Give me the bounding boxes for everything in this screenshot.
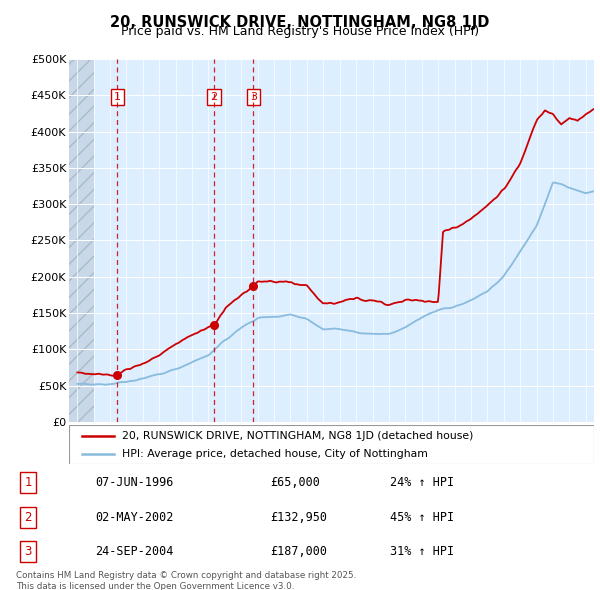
Text: 3: 3 (250, 92, 257, 102)
Text: 2: 2 (24, 511, 32, 524)
Text: £187,000: £187,000 (270, 545, 327, 558)
Text: 20, RUNSWICK DRIVE, NOTTINGHAM, NG8 1JD: 20, RUNSWICK DRIVE, NOTTINGHAM, NG8 1JD (110, 15, 490, 30)
Text: 20, RUNSWICK DRIVE, NOTTINGHAM, NG8 1JD (detached house): 20, RUNSWICK DRIVE, NOTTINGHAM, NG8 1JD … (121, 431, 473, 441)
Text: 1: 1 (114, 92, 121, 102)
Text: HPI: Average price, detached house, City of Nottingham: HPI: Average price, detached house, City… (121, 449, 427, 459)
Text: 07-JUN-1996: 07-JUN-1996 (95, 476, 173, 489)
Text: 3: 3 (25, 545, 32, 558)
Text: 1: 1 (24, 476, 32, 489)
Text: Contains HM Land Registry data © Crown copyright and database right 2025.
This d: Contains HM Land Registry data © Crown c… (16, 571, 356, 590)
Text: 2: 2 (211, 92, 218, 102)
Text: 45% ↑ HPI: 45% ↑ HPI (390, 511, 454, 524)
Text: £132,950: £132,950 (270, 511, 327, 524)
Text: Price paid vs. HM Land Registry's House Price Index (HPI): Price paid vs. HM Land Registry's House … (121, 25, 479, 38)
FancyBboxPatch shape (69, 425, 594, 464)
Text: 24% ↑ HPI: 24% ↑ HPI (390, 476, 454, 489)
Text: 31% ↑ HPI: 31% ↑ HPI (390, 545, 454, 558)
Text: £65,000: £65,000 (270, 476, 320, 489)
Text: 02-MAY-2002: 02-MAY-2002 (95, 511, 173, 524)
Text: 24-SEP-2004: 24-SEP-2004 (95, 545, 173, 558)
